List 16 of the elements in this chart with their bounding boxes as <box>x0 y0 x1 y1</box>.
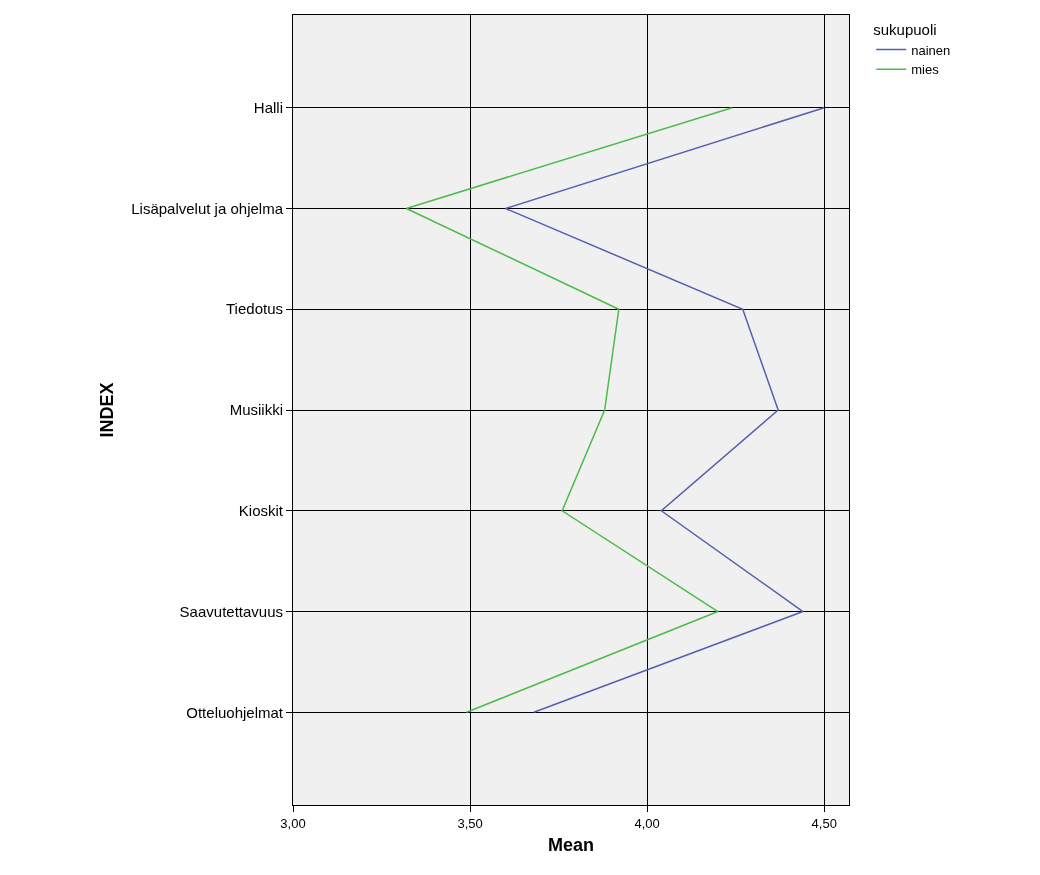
legend-title: sukupuoli <box>873 20 937 38</box>
y-tick-label: Tiedotus <box>226 300 283 318</box>
x-axis-title: Mean <box>547 834 595 855</box>
y-tick-label: Lisäpalvelut ja ohjelma <box>131 199 284 217</box>
y-tick-label: Musiikki <box>229 401 283 419</box>
legend-label: nainen <box>911 42 951 58</box>
y-tick-label: Otteluohjelmat <box>186 703 284 721</box>
y-tick-label: Kioskit <box>238 502 284 520</box>
x-tick-label: 3,00 <box>280 815 306 831</box>
legend-label: mies <box>911 62 940 78</box>
x-tick-label: 4,00 <box>634 815 660 831</box>
x-tick-label: 3,50 <box>457 815 483 831</box>
y-tick-label: Halli <box>253 98 283 116</box>
x-tick-label: 4,50 <box>811 815 837 831</box>
y-axis-title: INDEX <box>97 382 118 438</box>
y-tick-label: Saavutettavuus <box>179 602 283 620</box>
